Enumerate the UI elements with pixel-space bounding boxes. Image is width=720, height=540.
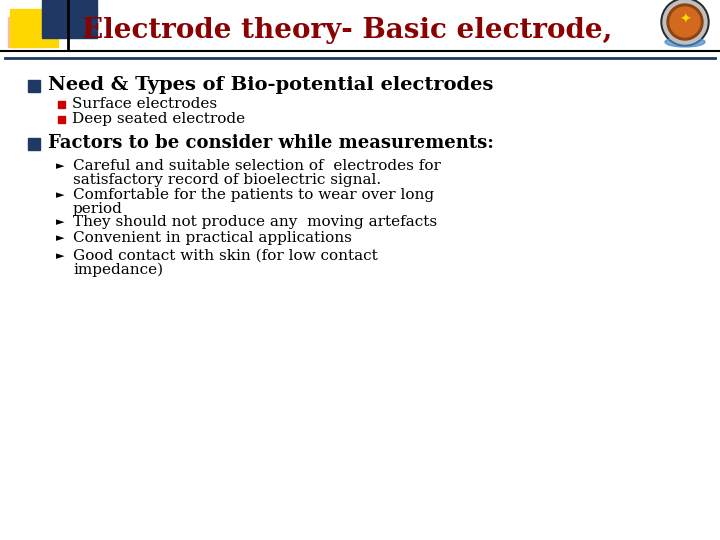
Bar <box>28 138 40 150</box>
Text: ►: ► <box>56 251 65 261</box>
Text: ►: ► <box>56 217 65 227</box>
Text: Factors to be consider while measurements:: Factors to be consider while measurement… <box>48 134 494 152</box>
Text: satisfactory record of bioelectric signal.: satisfactory record of bioelectric signa… <box>73 173 381 187</box>
Bar <box>28 80 40 92</box>
Text: Surface electrodes: Surface electrodes <box>72 97 217 111</box>
Bar <box>58 101 65 108</box>
Text: Careful and suitable selection of  electrodes for: Careful and suitable selection of electr… <box>73 159 441 173</box>
Text: ►: ► <box>56 161 65 171</box>
Text: Good contact with skin (for low contact: Good contact with skin (for low contact <box>73 249 378 263</box>
Text: They should not produce any  moving artefacts: They should not produce any moving artef… <box>73 215 437 229</box>
Text: Comfortable for the patients to wear over long: Comfortable for the patients to wear ove… <box>73 188 434 202</box>
Text: period: period <box>73 202 123 216</box>
Bar <box>8 17 43 47</box>
Bar <box>42 0 97 38</box>
Text: Need & Types of Bio-potential electrodes: Need & Types of Bio-potential electrodes <box>48 76 493 94</box>
Circle shape <box>661 0 709 46</box>
Text: Electrode theory- Basic electrode,: Electrode theory- Basic electrode, <box>82 17 613 44</box>
Text: Convenient in practical applications: Convenient in practical applications <box>73 231 352 245</box>
Text: Deep seated electrode: Deep seated electrode <box>72 112 245 126</box>
Text: ►: ► <box>56 233 65 243</box>
Text: ►: ► <box>56 190 65 200</box>
Circle shape <box>663 0 707 44</box>
Text: ✦: ✦ <box>679 13 690 27</box>
Bar <box>58 116 65 123</box>
Ellipse shape <box>665 37 705 47</box>
Text: impedance): impedance) <box>73 263 163 277</box>
Circle shape <box>670 7 700 37</box>
Circle shape <box>667 4 703 40</box>
Bar <box>10 9 58 47</box>
